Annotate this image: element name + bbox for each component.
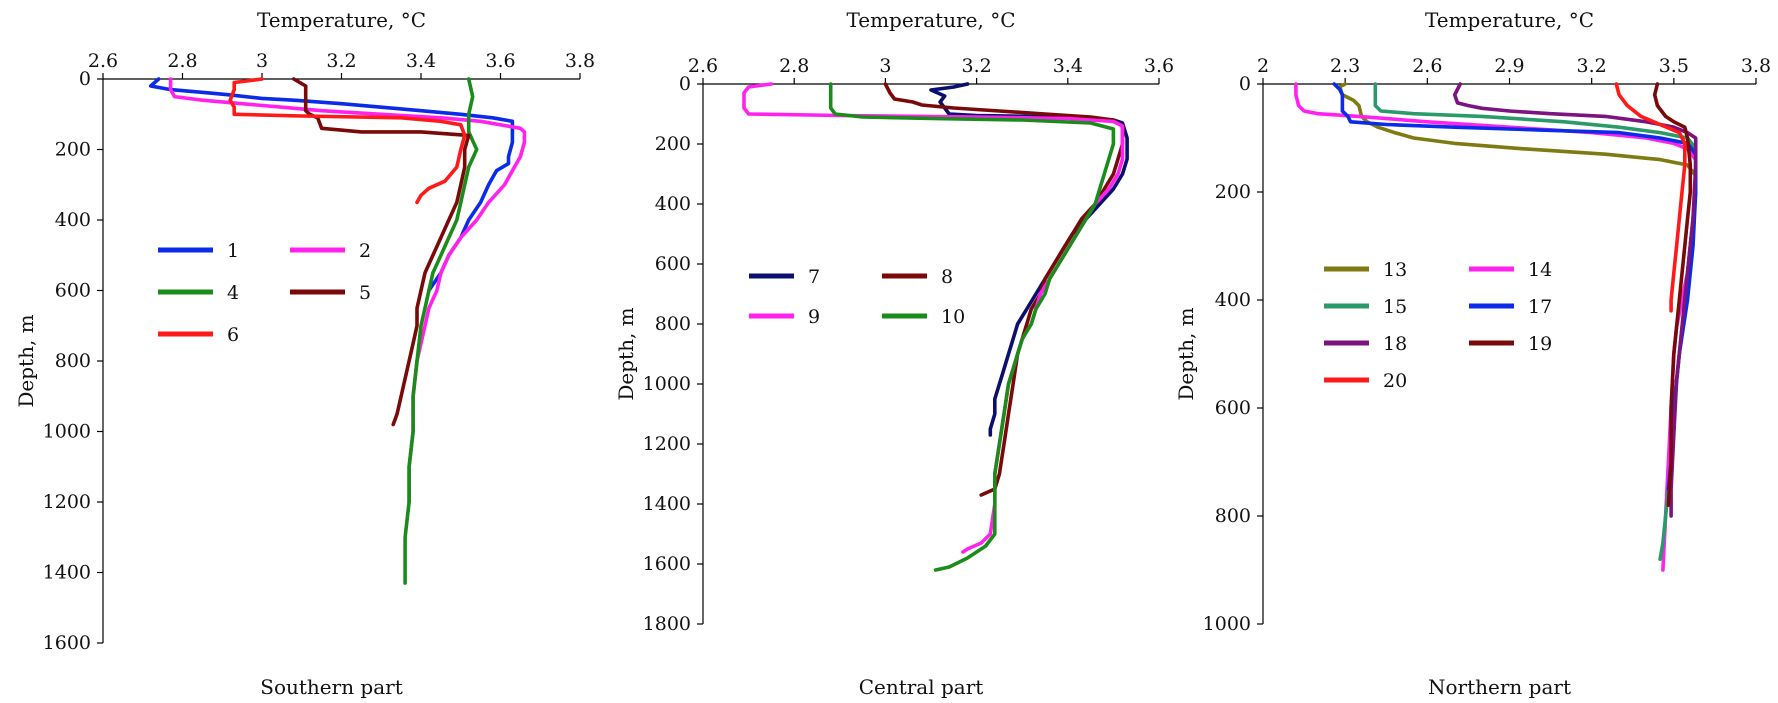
legend-label-15: 15	[1383, 296, 1407, 318]
x-tick-label: 3.6	[1144, 55, 1174, 77]
series-line-19	[1652, 82, 1693, 507]
x-tick-label: 3.8	[565, 50, 595, 72]
x-tick-label: 2.6	[1412, 55, 1442, 77]
series-line-9	[742, 82, 1125, 554]
series-line-5	[292, 77, 471, 427]
x-tick-label: 2.3	[1330, 55, 1360, 77]
y-tick-label: 1200	[43, 491, 91, 513]
x-tick-label: 3	[879, 55, 891, 77]
series-line-6	[228, 77, 467, 205]
x-tick-label: 2.6	[688, 55, 718, 77]
x-tick-label: 3.2	[326, 50, 356, 72]
y-tick-label: 1400	[643, 493, 691, 515]
panel-caption: Central part	[859, 675, 984, 699]
x-tick-label: 3.2	[961, 55, 991, 77]
legend-label-8: 8	[941, 266, 953, 288]
legend-label-17: 17	[1528, 296, 1552, 318]
y-axis-title: Depth, m	[14, 314, 38, 407]
y-tick-label: 400	[655, 193, 691, 215]
y-tick-label: 1000	[1203, 613, 1251, 635]
series-line-20	[1614, 82, 1687, 313]
legend-label-7: 7	[808, 266, 820, 288]
y-tick-label: 0	[1239, 73, 1251, 95]
y-tick-label: 1200	[643, 433, 691, 455]
legend-label-19: 19	[1528, 333, 1552, 355]
series-line-10	[828, 82, 1116, 572]
y-tick-label: 1600	[643, 553, 691, 575]
series-line-7	[929, 82, 1129, 437]
y-tick-label: 0	[79, 68, 91, 90]
series-line-8	[883, 82, 1125, 497]
x-axis-title: Temperature, °C	[257, 8, 426, 32]
series-line-15	[1373, 82, 1698, 561]
legend-label-1: 1	[227, 240, 239, 262]
legend-label-9: 9	[808, 306, 820, 328]
x-tick-label: 3.8	[1741, 55, 1771, 77]
series-line-18	[1452, 82, 1698, 518]
x-tick-label: 2.9	[1494, 55, 1524, 77]
legend-label-6: 6	[227, 324, 239, 346]
y-tick-label: 200	[1215, 181, 1251, 203]
y-tick-label: 0	[679, 73, 691, 95]
series-line-17	[1332, 82, 1698, 491]
x-tick-label: 3.6	[485, 50, 515, 72]
series-line-1	[148, 77, 515, 293]
y-tick-label: 200	[655, 133, 691, 155]
panel-caption: Northern part	[1428, 675, 1571, 699]
y-tick-label: 1400	[43, 562, 91, 584]
y-tick-label: 1600	[43, 632, 91, 654]
x-axis-title: Temperature, °C	[846, 8, 1015, 32]
y-tick-label: 1000	[643, 373, 691, 395]
legend-label-2: 2	[359, 240, 371, 262]
x-axis-title: Temperature, °C	[1425, 8, 1594, 32]
legend-label-5: 5	[359, 282, 371, 304]
x-tick-label: 3.5	[1659, 55, 1689, 77]
y-tick-label: 600	[55, 280, 91, 302]
series-line-4	[403, 77, 479, 585]
x-tick-label: 2.6	[88, 50, 118, 72]
y-tick-label: 400	[55, 209, 91, 231]
y-tick-label: 400	[1215, 289, 1251, 311]
legend-label-13: 13	[1383, 259, 1407, 281]
legend-label-10: 10	[941, 306, 965, 328]
y-tick-label: 800	[655, 313, 691, 335]
y-tick-label: 600	[655, 253, 691, 275]
y-axis-title: Depth, m	[1174, 307, 1198, 400]
legend-label-4: 4	[227, 282, 239, 304]
x-tick-label: 3	[256, 50, 268, 72]
x-tick-label: 3.4	[406, 50, 436, 72]
legend-label-20: 20	[1383, 370, 1407, 392]
panel-2: 2.6 2.8 3 3.2 3.4 3.6 0 200 400 600 800 1000 1200 140…	[614, 8, 1174, 699]
x-tick-label: 3.4	[1053, 55, 1083, 77]
y-axis-title: Depth, m	[614, 307, 638, 400]
panel-caption: Southern part	[260, 675, 403, 699]
x-tick-label: 2.8	[779, 55, 809, 77]
legend-label-18: 18	[1383, 333, 1407, 355]
y-tick-label: 800	[55, 350, 91, 372]
y-tick-label: 200	[55, 139, 91, 161]
panel-1: 2.6 2.8 3 3.2 3.4 3.6 3.8 0 200 400 600 800 1000 1200…	[14, 8, 595, 699]
panel-3: 2 2.3 2.6 2.9 3.2 3.5 3.8 0 200 400 600 800 1000 Temp…	[1174, 8, 1771, 699]
y-tick-label: 600	[1215, 397, 1251, 419]
series-line-2	[168, 77, 527, 504]
x-tick-label: 2.8	[167, 50, 197, 72]
x-tick-label: 3.2	[1577, 55, 1607, 77]
y-tick-label: 800	[1215, 505, 1251, 527]
y-tick-label: 1000	[43, 421, 91, 443]
x-tick-label: 2	[1257, 55, 1269, 77]
legend-label-14: 14	[1528, 259, 1552, 281]
y-tick-label: 1800	[643, 613, 691, 635]
